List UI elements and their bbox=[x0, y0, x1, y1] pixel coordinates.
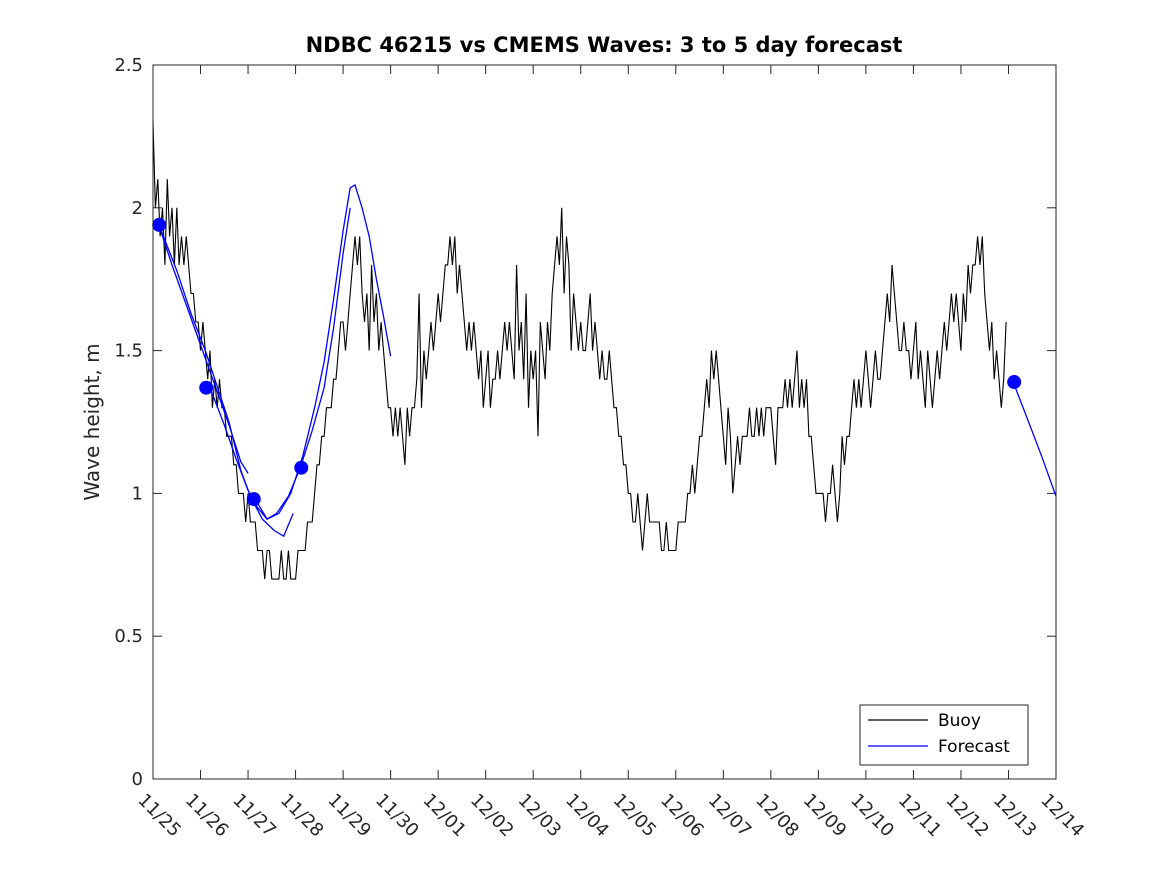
forecast-marker bbox=[152, 217, 167, 232]
forecast-line bbox=[159, 227, 294, 538]
forecast-series bbox=[157, 184, 1057, 538]
buoy-line bbox=[152, 122, 1007, 580]
legend-label-buoy: Buoy bbox=[938, 711, 981, 731]
legend: Buoy Forecast bbox=[859, 704, 1029, 766]
plot-area bbox=[153, 65, 1056, 779]
legend-box bbox=[859, 704, 1029, 766]
y-tick-label: 0 bbox=[132, 769, 143, 790]
forecast-line bbox=[254, 184, 392, 520]
forecast-marker bbox=[246, 492, 261, 507]
y-tick-labels: 0 0.5 1 1.5 2 2.5 bbox=[114, 55, 143, 790]
y-tick-label: 1 bbox=[132, 483, 143, 504]
y-tick-label: 2.5 bbox=[114, 55, 143, 76]
axes-box bbox=[152, 64, 1057, 780]
y-axis-label: Wave height, m bbox=[80, 343, 104, 500]
forecast-marker bbox=[199, 380, 214, 395]
y-tick-label: 0.5 bbox=[114, 626, 143, 647]
y-tick-label: 2 bbox=[132, 198, 143, 219]
buoy-series bbox=[152, 122, 1007, 580]
chart-title: NDBC 46215 vs CMEMS Waves: 3 to 5 day fo… bbox=[306, 33, 903, 57]
legend-label-forecast: Forecast bbox=[938, 737, 1010, 757]
forecast-markers bbox=[152, 217, 1022, 507]
forecast-marker bbox=[294, 460, 309, 475]
forecast-line bbox=[157, 221, 249, 474]
y-tick-label: 1.5 bbox=[114, 341, 143, 362]
forecast-line-tail bbox=[1012, 381, 1057, 497]
forecast-line bbox=[209, 207, 351, 520]
forecast-marker bbox=[1007, 375, 1022, 390]
